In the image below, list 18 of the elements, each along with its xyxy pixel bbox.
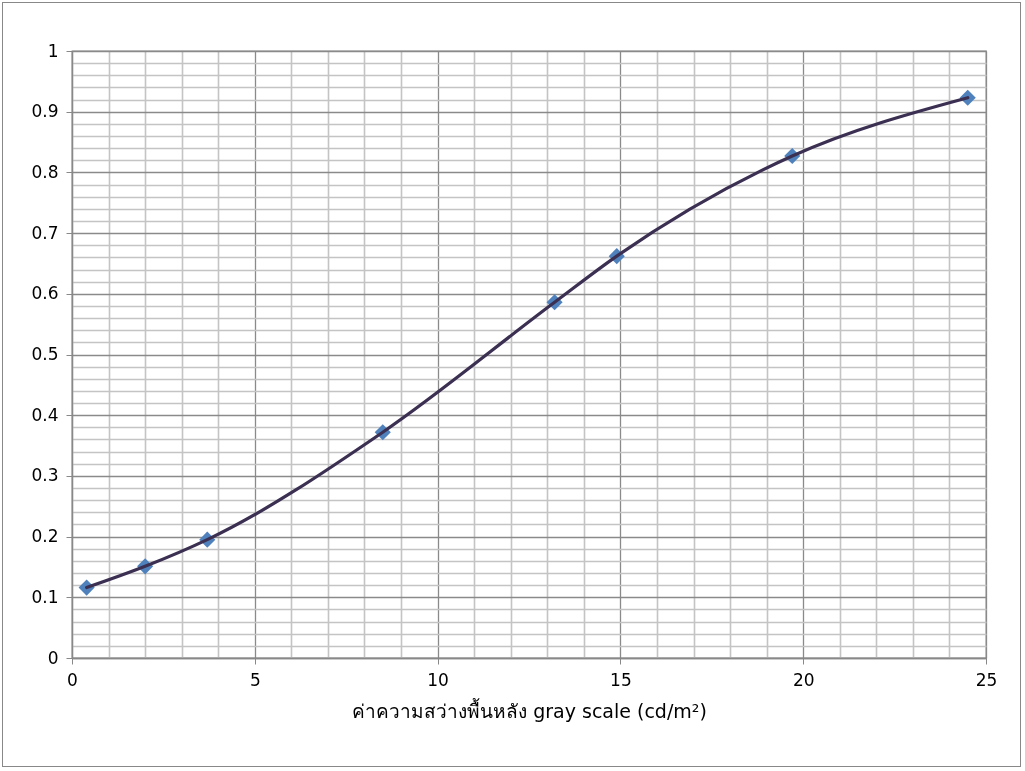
y-tick-label: 0.1 [31,586,59,607]
y-tick-label: 0.4 [31,404,59,425]
y-tick-label: 0.2 [31,526,59,547]
y-tick-label: 0 [47,647,59,668]
x-axis-title: ค่าความสว่างพื้นหลัง gray scale (cd/m²) [352,697,707,722]
y-tick-label: 0.6 [31,283,59,304]
y-tick-label: 0.3 [31,465,59,486]
y-tick-label: 1 [47,40,59,61]
x-tick-label: 5 [249,669,261,690]
x-tick-label: 0 [67,669,78,690]
x-tick-label: 15 [610,669,632,690]
y-tick-label: 0.5 [31,344,59,364]
y-tick-label: 0.9 [31,101,59,122]
y-tick-label: 0.8 [31,161,59,182]
x-tick-label: 10 [427,669,449,690]
y-tick-label: 0.7 [31,222,59,243]
x-tick-label: 20 [792,669,815,690]
x-tick-label: 25 [975,669,998,690]
